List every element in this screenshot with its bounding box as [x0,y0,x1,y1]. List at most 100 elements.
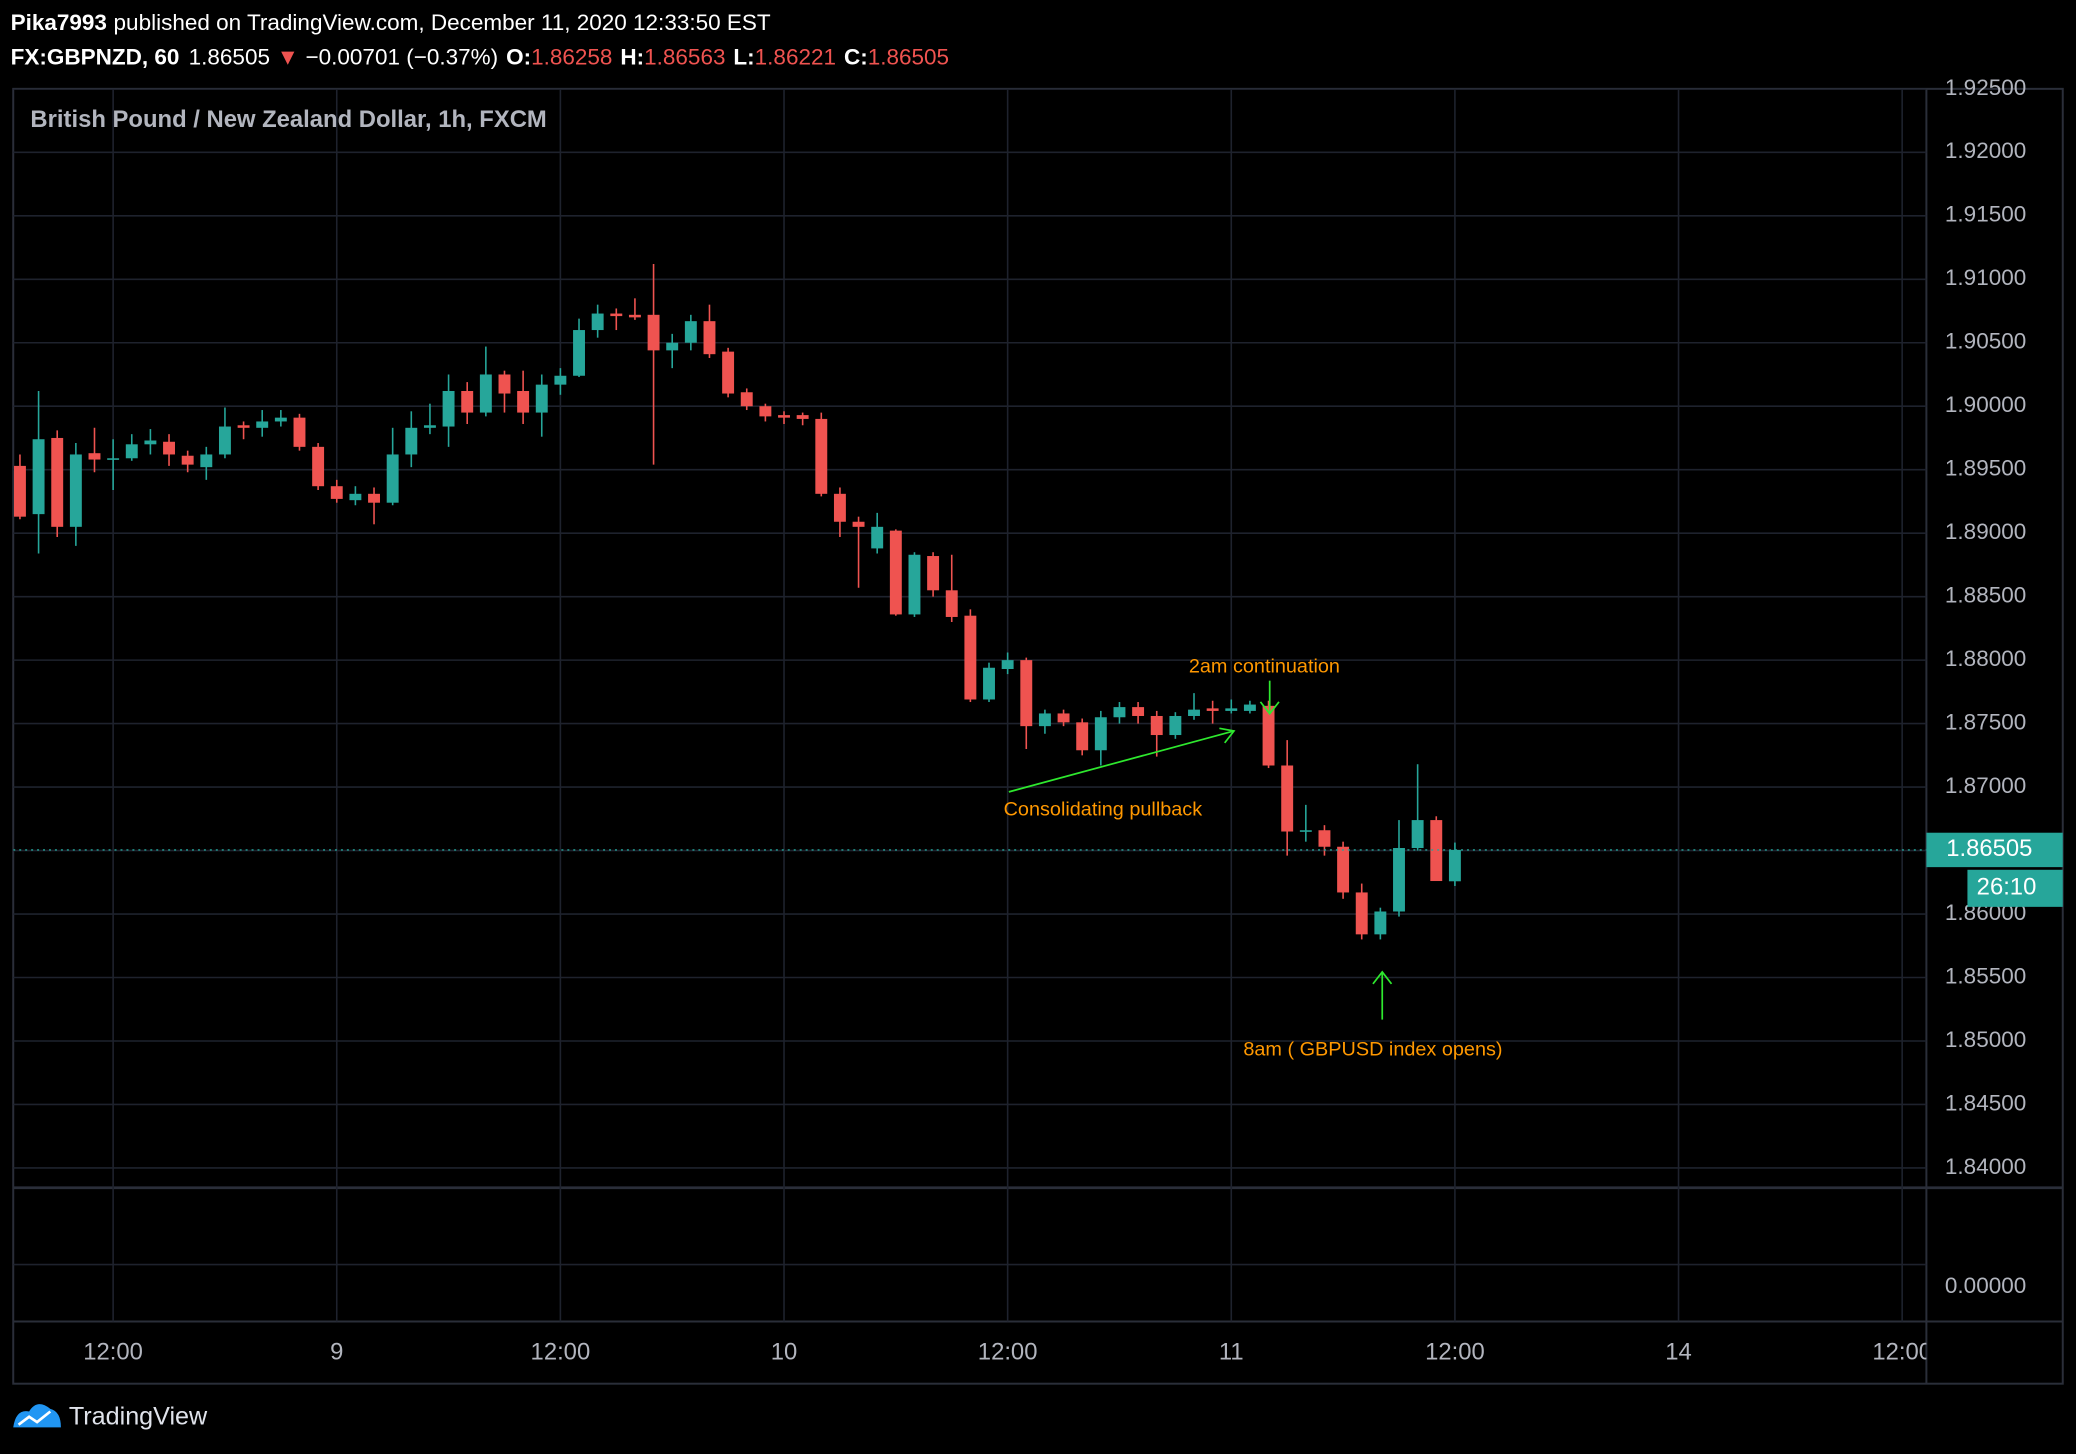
candle-body [927,556,940,591]
y-tick-label: 1.88500 [1945,583,2026,608]
candle-body [200,454,213,468]
candle-body [498,374,511,394]
last: 1.86505 [189,44,270,69]
y-tick-label: 1.90500 [1945,329,2026,354]
arrow-head [1259,701,1280,716]
h-label: H: [620,44,644,69]
candle-body [796,415,809,419]
x-tick-label: 14 [1665,1339,1692,1366]
y-tick-label: 1.89500 [1945,456,2026,481]
y-tick-label: 1.90000 [1945,392,2026,417]
candle-body [349,493,362,501]
brand: TradingView [69,1403,208,1431]
published: published on TradingView.com, December 1… [114,10,771,35]
candle-body [908,554,921,615]
candle-body [1132,707,1145,716]
candle-body [13,465,26,517]
lower-pane-tick-label: 0.00000 [1945,1273,2026,1298]
candle-body [32,439,45,515]
candle-body [1318,830,1331,847]
candle-body [740,392,753,407]
y-tick-label: 1.84000 [1945,1154,2026,1179]
candle-body [1262,705,1275,766]
candle-body [1113,707,1126,718]
candle-body [554,375,567,385]
candle-body [684,321,697,343]
candle-body [1225,708,1238,711]
candle-body [889,530,902,615]
candle-body [88,453,101,460]
countdown-box [1967,869,2063,907]
candle-body [423,425,436,428]
y-tick-label: 1.87500 [1945,710,2026,735]
candle-body [871,526,884,549]
candle-body [479,374,492,413]
candle-body [815,418,828,494]
candle-body [591,313,604,331]
x-tick-label: 12:00 [83,1339,143,1366]
candle-body [1020,660,1033,727]
y-tick-label: 1.84500 [1945,1090,2026,1115]
candle-body [1188,709,1200,716]
candle-body [274,417,287,422]
candle-body [1076,722,1089,751]
o-value: 1.86258 [531,44,612,69]
candle-body [1393,848,1405,912]
candle-body [964,615,977,700]
candle-body [1169,715,1182,736]
y-tick-label: 1.87000 [1945,773,2026,798]
candle-body [703,321,716,355]
x-tick-label: 12:00 [1872,1339,1932,1366]
change: −0.00701 (−0.37%) [306,44,499,69]
candle-body [833,493,846,522]
candle-body [1337,846,1350,893]
x-tick-label: 9 [330,1339,343,1366]
candle-body [722,351,735,394]
y-tick-label: 1.91000 [1945,265,2026,290]
change-arrow: ▼ [277,44,299,69]
candle-body [125,444,138,459]
candle-body [144,440,157,445]
l-label: L: [733,44,754,69]
candle-body [759,406,772,417]
candle-body [256,421,269,428]
y-tick-label: 1.85000 [1945,1027,2026,1052]
y-tick-label: 1.88000 [1945,646,2026,671]
header-line-1: Pika7993 published on TradingView.com, De… [11,10,771,35]
candle-body [218,426,231,455]
candle-body [386,454,399,503]
arrow-head [1372,970,1393,985]
candle-body [405,427,418,455]
logo-line [17,1410,52,1426]
candle-body [1243,704,1256,711]
user: Pika7993 [11,10,107,35]
h-value: 1.86563 [644,44,725,69]
countdown: 26:10 [1977,874,2037,901]
candle-body [1057,713,1070,723]
candle-body [1430,820,1443,882]
c-value: 1.86505 [868,44,949,69]
x-tick-label: 11 [1219,1339,1244,1366]
annotation: 8am ( GBPUSD index opens) [1243,1038,1502,1060]
candle-body [461,390,474,413]
candle-body [181,455,194,465]
candle-body [1355,892,1368,935]
y-tick-label: 1.89000 [1945,519,2026,544]
candle-body [1281,765,1294,832]
grid [13,88,1927,1322]
last-price-label: 1.86505 [1946,835,2032,862]
candle-body [852,521,865,527]
candle-body [647,314,660,351]
candle-body [1038,713,1051,727]
logo-shape [13,1404,61,1428]
x-tick-label: 10 [771,1339,798,1366]
candle-body [1374,911,1387,935]
candle-body [51,437,64,527]
c-label: C: [844,44,868,69]
candle-body [163,441,175,455]
annotation: Consolidating pullback [1004,799,1203,821]
candle-body [573,330,585,376]
